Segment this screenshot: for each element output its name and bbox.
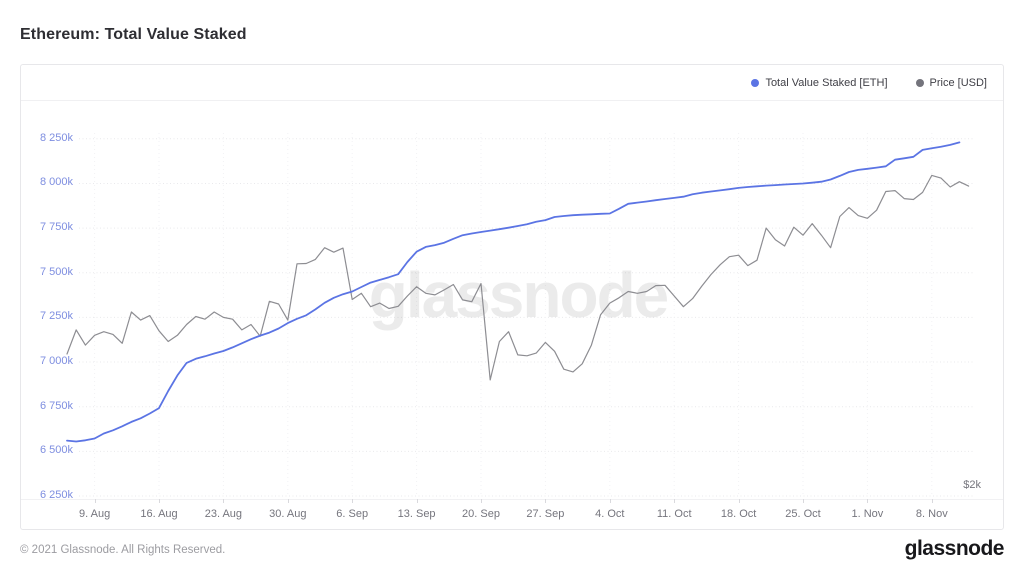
page-title: Ethereum: Total Value Staked	[20, 26, 247, 43]
legend-item-total-value-staked[interactable]: Total Value Staked [ETH]	[751, 76, 888, 89]
x-axis-tick	[159, 499, 160, 503]
y-axis-label: 8 000k	[39, 176, 73, 189]
x-axis-label: 20. Sep	[462, 508, 500, 520]
x-axis-label: 4. Oct	[595, 508, 625, 520]
glassnode-logo: glassnode	[904, 537, 1005, 560]
y-axis-label: 7 500k	[39, 265, 73, 278]
x-axis-tick	[674, 499, 676, 503]
y-axis-label: 7 750k	[39, 221, 73, 234]
x-axis: 9. Aug 16. Aug 23. Aug 30. Aug 6. Sep 13. Sep…	[21, 499, 1003, 530]
y-axis-label: 7 000k	[39, 355, 73, 368]
x-axis-label: 8. Nov	[915, 508, 948, 520]
price-line	[66, 174, 970, 381]
legend-item-price[interactable]: Price [USD]	[915, 76, 987, 89]
x-axis-tick	[223, 499, 225, 503]
y-axis-label: 6 500k	[39, 444, 73, 457]
x-axis-tick	[545, 499, 547, 503]
x-axis-label: 11. Oct	[656, 508, 692, 520]
x-axis-label: 13. Sep	[397, 508, 436, 520]
x-axis-tick	[481, 499, 482, 503]
legend-dot-icon	[751, 78, 760, 87]
y-axis-label: 7 250k	[39, 310, 73, 323]
chart-legend: Total Value Staked [ETH] Price [USD]	[21, 65, 1003, 101]
x-axis-label: 16. Aug	[140, 508, 178, 520]
x-axis-tick	[803, 499, 804, 503]
x-axis-tick	[931, 499, 933, 503]
legend-label: Price [USD]	[929, 76, 987, 89]
y-axis-label: 8 250k	[39, 131, 73, 144]
x-axis-label: 6. Sep	[336, 508, 369, 520]
y-axis-label: 6 250k	[39, 489, 73, 501]
staked-line	[66, 141, 961, 443]
y-axis-label: 6 750k	[39, 399, 73, 412]
chart-card: Total Value Staked [ETH] Price [USD] glas…	[20, 64, 1004, 530]
chart-plot-area: glassnode 8 250k 8 000k 7 750k 7 500k 7 250k…	[21, 101, 1003, 501]
x-axis-label: 18. Oct	[720, 508, 757, 520]
chart-canvas: glassnode	[66, 133, 973, 497]
x-axis-tick	[867, 499, 869, 503]
legend-label: Total Value Staked [ETH]	[765, 76, 888, 89]
x-axis-label: 25. Oct	[785, 508, 821, 520]
x-axis-label: 9. Aug	[78, 508, 111, 520]
footer-copyright: © 2021 Glassnode. All Rights Reserved.	[20, 544, 226, 556]
glassnode-watermark: glassnode	[369, 259, 668, 331]
x-axis-tick	[609, 499, 611, 503]
x-axis-label: 30. Aug	[269, 508, 307, 520]
x-axis-tick	[94, 499, 96, 503]
x-axis-tick	[416, 499, 418, 503]
x-axis-tick	[352, 499, 354, 503]
x-axis-label: 1. Nov	[851, 508, 884, 520]
x-axis-label: 27. Sep	[526, 508, 565, 520]
x-axis-label: 23. Aug	[204, 508, 243, 520]
x-axis-tick	[738, 499, 740, 503]
right-axis-label: $2k	[963, 479, 981, 491]
x-axis-tick	[287, 499, 289, 503]
legend-dot-icon	[915, 78, 924, 87]
